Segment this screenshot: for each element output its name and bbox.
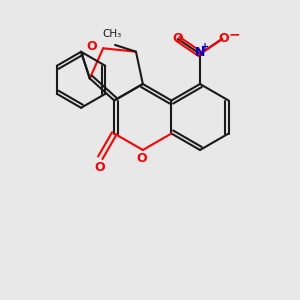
Text: O: O — [219, 32, 229, 44]
Text: +: + — [201, 42, 209, 52]
Text: O: O — [136, 152, 147, 166]
Text: CH₃: CH₃ — [102, 29, 122, 39]
Text: N: N — [195, 46, 205, 59]
Text: O: O — [87, 40, 98, 53]
Text: O: O — [94, 161, 105, 174]
Text: O: O — [173, 32, 183, 44]
Text: −: − — [228, 27, 240, 41]
